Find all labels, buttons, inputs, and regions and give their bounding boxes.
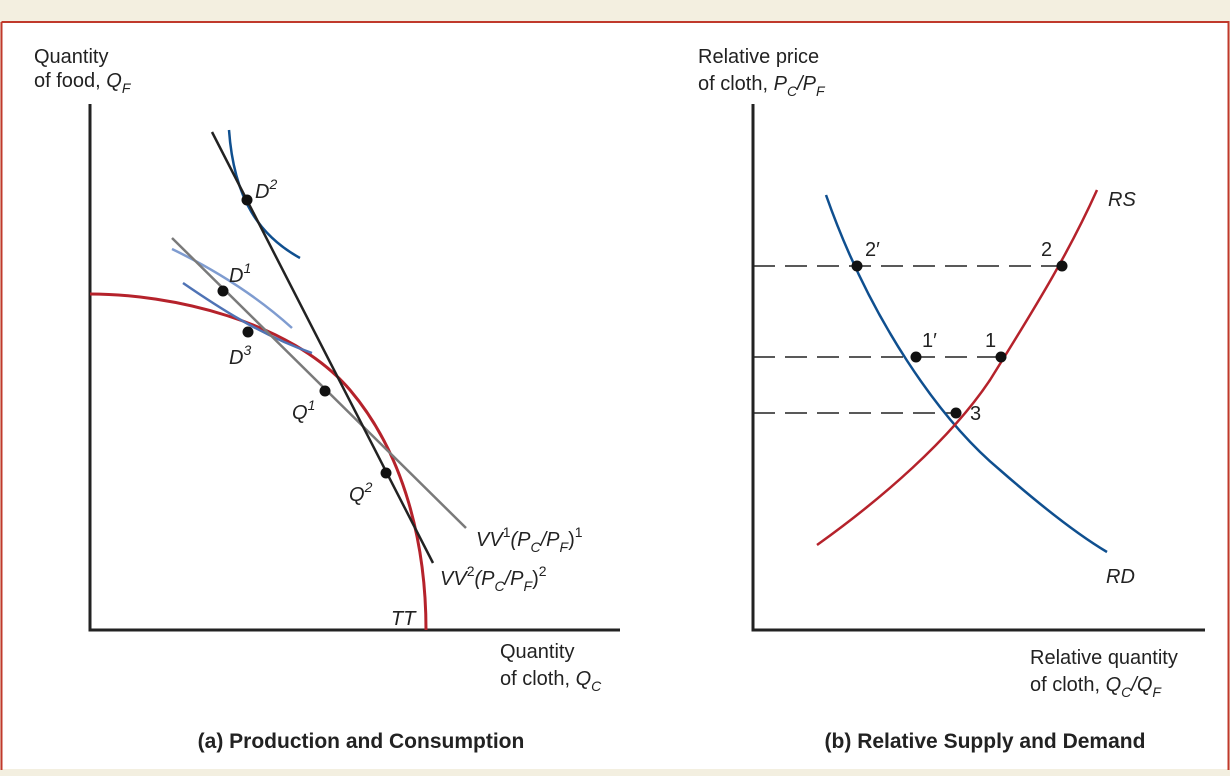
ppf-label-tt: TT [391, 608, 417, 630]
indifference-curve-d2 [227, 129, 301, 260]
panel-b-y-title-line2: of cloth, PC/PF [698, 73, 826, 99]
panel-a-y-title-line1: Quantity [34, 46, 108, 68]
rd-label: RD [1106, 566, 1135, 588]
point-d1-marker [217, 285, 229, 297]
point-1-marker [995, 351, 1007, 363]
indifference-curve-d3 [182, 281, 313, 355]
point-1-prime-marker [910, 351, 922, 363]
panel-b-y-title-line1: Relative price [698, 46, 819, 68]
budget-line-vv1-label: VV1(PC/PF)1 [476, 524, 583, 555]
panel-b-caption: (b) Relative Supply and Demand [825, 730, 1146, 753]
point-d3-marker [242, 326, 254, 338]
point-d2-label: D2 [255, 176, 277, 203]
panel-b-x-title-line2: of cloth, QC/QF [1030, 674, 1162, 700]
panel-b-x-title-line1: Relative quantity [1030, 647, 1178, 669]
relative-demand-curve-rd [824, 194, 1108, 554]
point-2-prime-marker [851, 260, 863, 272]
point-q1-label: Q1 [292, 397, 315, 424]
panel-a-caption: (a) Production and Consumption [198, 730, 525, 753]
point-1-prime-label: 1′ [922, 330, 937, 352]
point-1-label: 1 [985, 330, 996, 352]
ppf-curve-tt [89, 292, 428, 631]
point-d3-label: D3 [229, 342, 251, 369]
panel-a-y-title-line2: of food, QF [34, 70, 132, 96]
point-2-prime-label: 2′ [865, 239, 880, 261]
point-2-label: 2 [1041, 239, 1052, 261]
figure-panel-bg [2, 23, 1228, 769]
panel-a-x-title-line1: Quantity [500, 641, 574, 663]
point-2-marker [1056, 260, 1068, 272]
point-3-label: 3 [970, 403, 981, 425]
relative-supply-curve-rs [816, 189, 1099, 547]
panel-a: Quantity of food, QF Quantity of cloth, … [34, 46, 620, 753]
rs-label: RS [1108, 189, 1136, 211]
frame-border [0, 21, 1230, 770]
indifference-curve-d1 [171, 247, 293, 329]
panel-a-x-title-line2: of cloth, QC [500, 668, 602, 694]
point-q2-label: Q2 [349, 479, 373, 506]
point-q2-marker [380, 467, 392, 479]
point-q1-marker [319, 385, 331, 397]
point-3-marker [950, 407, 962, 419]
point-d1-label: D1 [229, 260, 251, 287]
point-d2-marker [241, 194, 253, 206]
top-strip [0, 0, 1230, 21]
budget-line-vv2-label: VV2(PC/PF)2 [440, 563, 547, 594]
panel-b: Relative price of cloth, PC/PF Relative … [698, 46, 1205, 753]
